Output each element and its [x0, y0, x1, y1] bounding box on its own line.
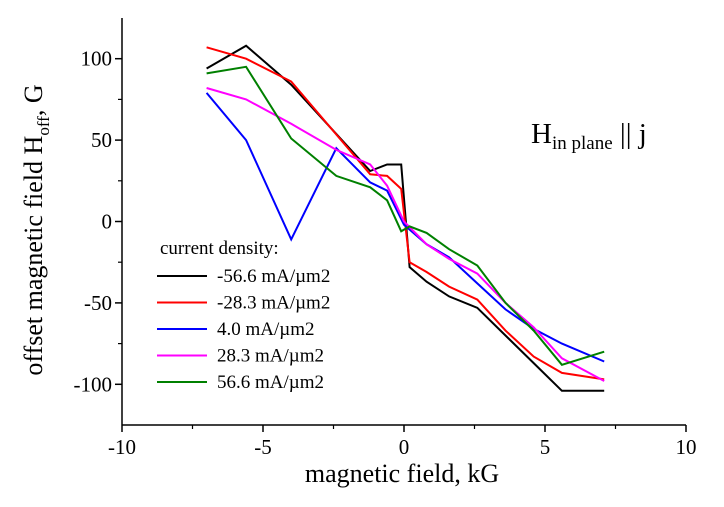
series-line: [206, 44, 605, 392]
x-tick-label: -5: [254, 435, 272, 459]
y-axis-ticks: -100 -50 0 50 100: [74, 47, 122, 396]
y-axis-title-main: offset magnetic field H: [19, 135, 48, 375]
y-tick-label: 0: [102, 210, 113, 234]
legend: current density: -56.6 mA/µm2 -28.3 mA/µm…: [157, 238, 330, 393]
legend-label: -28.3 mA/µm2: [217, 293, 330, 314]
annotation-sub: in plane: [552, 133, 613, 154]
y-tick-label: 100: [81, 47, 113, 71]
y-axis-title: offset magnetic field Hoff, G: [19, 84, 53, 375]
annotation-tail: || j: [613, 118, 647, 150]
x-tick-label: 0: [399, 435, 410, 459]
y-tick-label: -50: [84, 291, 112, 315]
y-tick-label: 50: [91, 128, 112, 152]
x-axis-title: magnetic field, kG: [305, 459, 499, 488]
series-line: [206, 65, 605, 366]
x-axis-ticks: -10 -5 0 5 10: [108, 425, 697, 459]
series-line: [206, 87, 605, 382]
series-layer: [205, 44, 605, 392]
x-tick-label: 10: [676, 435, 697, 459]
legend-label: 28.3 mA/µm2: [217, 346, 324, 367]
annotation-main: H: [531, 118, 552, 150]
y-tick-label: -100: [74, 372, 113, 396]
y-axis-title-tail: , G: [19, 84, 48, 116]
y-axis-title-sub: off: [34, 116, 53, 136]
legend-label: 4.0 mA/µm2: [217, 319, 315, 340]
legend-label: -56.6 mA/µm2: [217, 266, 330, 287]
x-tick-label: 5: [540, 435, 551, 459]
series-line: [206, 46, 605, 381]
x-tick-label: -10: [108, 435, 136, 459]
legend-title: current density:: [160, 238, 279, 259]
field-orientation-annotation: Hin plane || j: [531, 118, 647, 154]
legend-label: 56.6 mA/µm2: [217, 372, 324, 393]
